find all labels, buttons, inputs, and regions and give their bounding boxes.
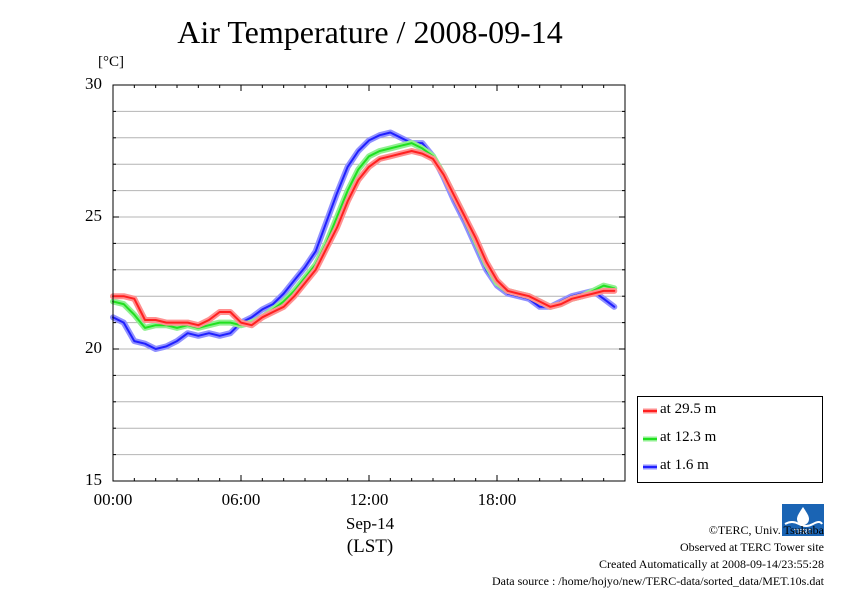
y-tick-label-30: 30 (85, 74, 102, 93)
terc-logo-icon: TERC (782, 504, 824, 536)
x-tick-label-0600: 06:00 (221, 490, 261, 509)
legend-item-1-6m: at 1.6 m (638, 457, 822, 477)
footer-copyright: ©TERC, Univ. Tsukuba (708, 523, 824, 537)
y-tick-label-15: 15 (85, 470, 102, 489)
x-tick-label-1800: 18:00 (477, 490, 517, 509)
x-axis-timezone-label: (LST) (346, 536, 394, 557)
legend-label-1-6m: at 1.6 m (660, 457, 709, 473)
series-line-at-29-5-m (112, 150, 616, 327)
legend-item-12-3m: at 12.3 m (638, 429, 822, 449)
y-axis-unit-label: [°C] (98, 54, 124, 70)
legend-swatch-1-6m (643, 464, 657, 470)
chart-legend: at 29.5 m at 12.3 m at 1.6 m (637, 396, 823, 483)
x-tick-label-0000: 00:00 (93, 490, 133, 509)
legend-label-29-5m: at 29.5 m (660, 401, 717, 417)
svg-text:TERC: TERC (793, 529, 812, 536)
legend-label-12-3m: at 12.3 m (660, 429, 717, 445)
x-tick-label-1200: 12:00 (349, 490, 389, 509)
plot-frame (112, 84, 626, 482)
y-tick-label-25: 25 (85, 206, 102, 225)
chart-title: Air Temperature / 2008-09-14 (177, 14, 563, 50)
footer-data-source: Data source : /home/hojyo/new/TERC-data/… (491, 574, 824, 588)
legend-swatch-12-3m (643, 436, 657, 442)
y-tick-label-20: 20 (85, 338, 102, 357)
footer-observed: Observed at TERC Tower site (679, 540, 824, 554)
footer-created: Created Automatically at 2008-09-14/23:5… (599, 557, 824, 571)
legend-item-29-5m: at 29.5 m (638, 401, 822, 421)
legend-swatch-29-5m (643, 408, 657, 414)
series-halo-at-29-5-m (110, 148, 618, 329)
x-axis-date-label: Sep-14 (345, 514, 395, 533)
